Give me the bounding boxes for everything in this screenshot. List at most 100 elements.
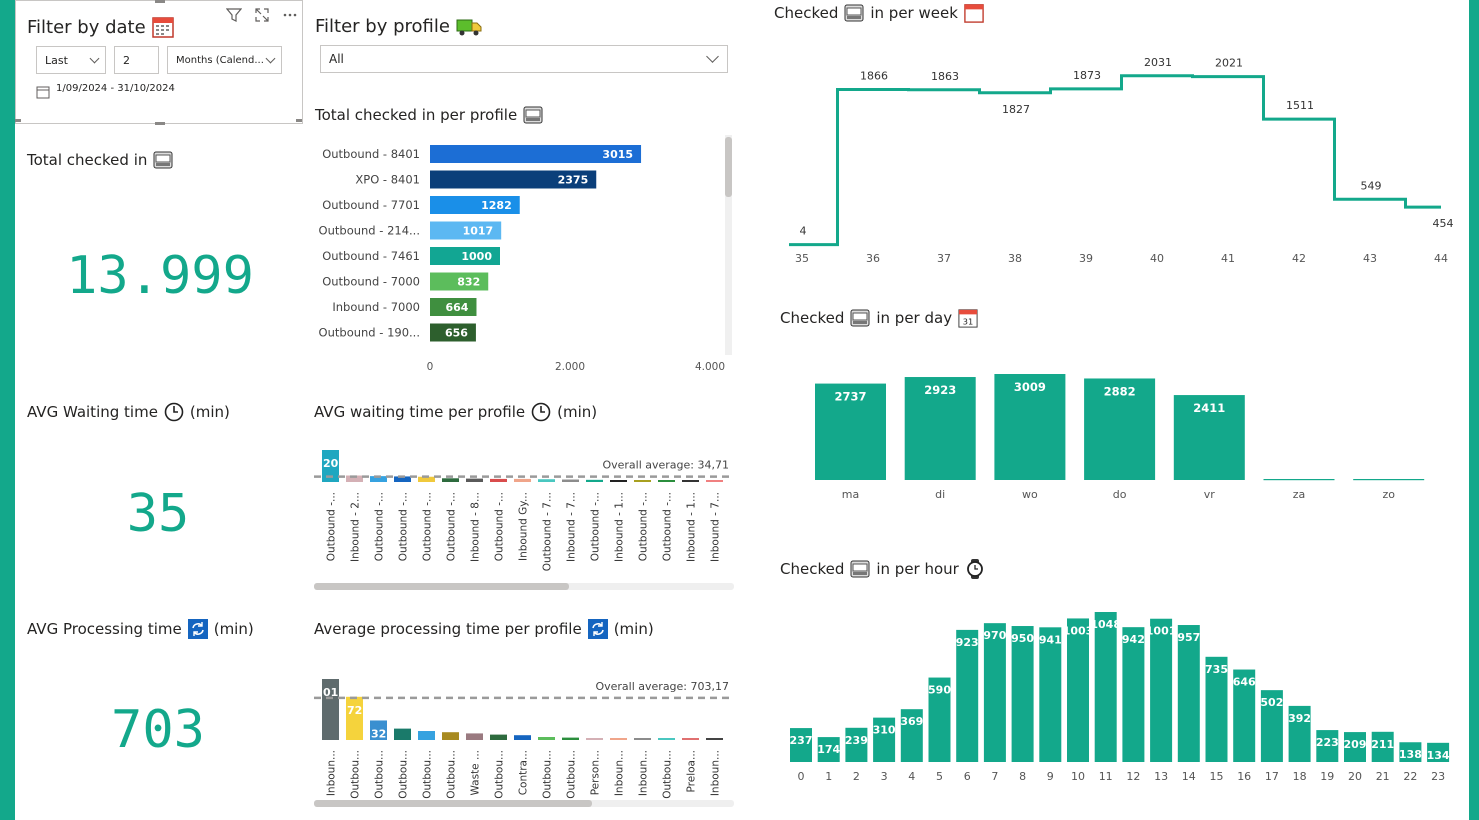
profile-bar-label: 832 [457,276,480,289]
hour-x-tick: 14 [1182,770,1196,783]
hour-x-tick: 23 [1431,770,1445,783]
avg-processing-title-text: AVG Processing time [27,620,182,638]
profile-dropdown[interactable]: All [320,45,728,73]
wait-profile-chart: Outbound -... Inbound - 2... Outbound -...… [314,450,734,590]
wait_profile-category-label: Outbound -... [638,492,650,561]
day-calendar-icon: 31 [958,309,978,328]
hour-bar-label: 174 [817,743,840,756]
day-bar [1263,479,1335,481]
scroll-track [725,135,732,355]
hour-bar [1067,618,1089,762]
wait_profile-bar-label: 207 [323,457,346,470]
hour-bar-label: 735 [1205,663,1228,676]
proc_profile-bar [370,720,387,740]
wait-profile-title: AVG waiting time per profile (min) [314,402,597,422]
wait_profile-category-label: Outbound - 7... [542,492,554,571]
hour-bar-label: 209 [1344,738,1367,751]
proc_profile-category-label: Outbou... [374,750,386,799]
per-hour-chart: 2370174123923103369459059236970795089419… [790,612,1450,783]
hour-x-tick: 11 [1099,770,1113,783]
wait_profile-bar [346,475,363,482]
day-x-tick: wo [1022,488,1038,501]
wait_profile-average-label: Overall average: 34,71 [602,459,729,472]
day-x-tick: zo [1382,488,1395,501]
hour-bar-label: 392 [1288,712,1311,725]
date-unit-dropdown[interactable]: Months (Calend... [167,46,282,74]
proc_profile-category-label: Outbou... [662,750,674,799]
hour-bar [928,677,951,762]
proc_profile-category-label: Waste ... [470,750,482,796]
wait_profile-bar [562,479,579,482]
week-x-tick: 43 [1363,252,1377,265]
hour-bar-label: 223 [1316,736,1339,749]
proc_profile-category-label: Inboun... [326,750,338,796]
hour-bar [1288,705,1311,762]
proc_profile-bar [322,679,339,740]
wait_profile-category-label: Outbound -... [398,492,410,561]
date-filter-title: Filter by date [27,16,174,38]
week-point-label: 549 [1361,179,1382,192]
hour-bar-label: 957 [1177,631,1200,644]
more-options-icon[interactable] [282,7,298,23]
hour-bar [1427,742,1450,762]
proc_profile-bar [634,738,651,740]
wait_profile-bar [418,476,435,482]
hour-x-tick: 18 [1293,770,1307,783]
hour-x-tick: 4 [908,770,915,783]
focus-mode-icon[interactable] [254,7,270,23]
resize-handle[interactable] [15,119,21,122]
filter-icon[interactable] [226,7,242,23]
proc_profile-category-label: Inboun... [710,750,722,796]
resize-handle[interactable] [155,0,165,3]
hour-bar [1233,669,1256,762]
total-checked-title-text: Total checked in [27,151,148,169]
profile-bar [430,272,489,291]
proc_profile-category-label: Outbou... [494,750,506,799]
week-x-tick: 36 [866,252,880,265]
date-count-input[interactable]: 2 [114,46,159,74]
hour-bar [983,623,1006,762]
hour-x-tick: 6 [964,770,971,783]
total-checked-value: 13.999 [66,246,254,306]
profile-bar [430,298,477,316]
week-point-label: 4 [800,225,807,238]
week-x-tick: 41 [1221,252,1235,265]
truck-checkin-icon [523,106,543,124]
total-checked-title: Total checked in [27,151,173,169]
hour-bar [1205,656,1228,762]
week-x-tick: 40 [1150,252,1164,265]
hour-bar-label: 970 [983,629,1006,642]
profile-bar-label: 3015 [602,148,633,161]
week-x-tick: 44 [1434,252,1448,265]
hour-bar-label: 237 [790,734,813,747]
day-bar-label: 2882 [1104,384,1136,398]
hour-x-tick: 16 [1237,770,1251,783]
profile-category-label: Outbound - 8401 [322,147,420,161]
truck-checkin-icon [844,4,864,22]
proc_profile-bar-label: 018 [323,686,346,699]
truck-icon [456,19,482,35]
date-mode-dropdown[interactable]: Last [36,46,106,74]
right-edge [1469,0,1479,820]
week-x-tick: 35 [795,252,809,265]
wait_profile-category-label: Inbound - 8... [470,492,482,562]
resize-handle[interactable] [296,119,302,122]
day-x-tick: vr [1204,488,1216,501]
hour-bar [956,629,979,762]
calendar-icon [151,17,174,38]
profile-category-label: Outbound - 190... [319,326,420,340]
hour-bar-label: 1048 [1090,618,1121,631]
resize-handle[interactable] [155,122,165,125]
day-bar [1173,395,1245,480]
proc_profile-category-label: Outbou... [542,750,554,799]
week-x-tick: 39 [1079,252,1093,265]
profile-bar-label: 656 [445,327,468,340]
watch-icon [966,559,983,579]
horizontal-scrollbar-thumb [314,583,569,590]
hour-x-tick: 3 [881,770,888,783]
date-unit-value: Months (Calend... [176,54,264,66]
profile-bar-label: 664 [446,301,469,314]
wait_profile-bar [586,479,603,482]
proc_profile-bar [610,738,627,740]
date-range-calendar-icon [36,86,50,99]
